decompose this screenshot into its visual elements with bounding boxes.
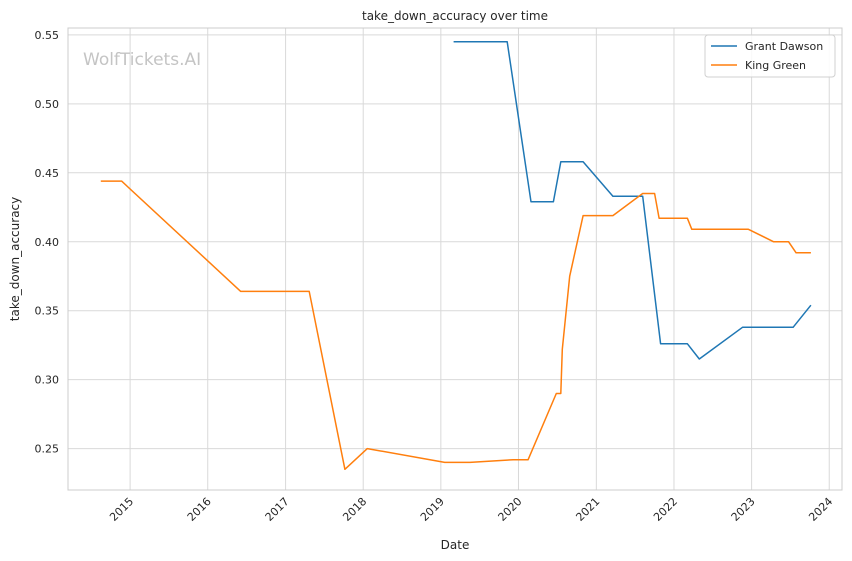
- x-tick-label: 2019: [418, 495, 447, 524]
- y-tick-label: 0.45: [35, 167, 60, 180]
- y-tick-label: 0.30: [35, 374, 60, 387]
- y-tick-label: 0.40: [35, 236, 60, 249]
- x-tick-label: 2022: [651, 495, 680, 524]
- series-line-king-green: [100, 180, 811, 471]
- legend: Grant Dawson King Green: [704, 34, 836, 78]
- y-tick-labels: 0.25 0.30 0.35 0.40 0.45 0.50 0.55: [35, 29, 60, 456]
- x-tick-labels: 2015 2016 2017 2018 2019 2020 2021 2022 2023 2024: [107, 495, 835, 524]
- x-tick-label: 2024: [806, 495, 835, 524]
- x-tick-label: 2015: [107, 495, 136, 524]
- legend-box: [704, 34, 836, 78]
- legend-label: Grant Dawson: [745, 40, 823, 53]
- series-lines: [100, 41, 812, 471]
- x-tick-label: 2020: [496, 495, 525, 524]
- chart-title: take_down_accuracy over time: [362, 9, 548, 23]
- x-tick-label: 2016: [185, 495, 214, 524]
- legend-label: King Green: [745, 59, 806, 72]
- plot-area-frame: [67, 27, 843, 491]
- series-line-grant-dawson: [453, 41, 812, 360]
- x-tick-label: 2017: [263, 495, 292, 524]
- x-tick-label: 2021: [573, 495, 602, 524]
- y-axis-label: take_down_accuracy: [8, 197, 22, 321]
- x-tick-label: 2018: [340, 495, 369, 524]
- grid: [68, 28, 842, 490]
- y-tick-label: 0.25: [35, 443, 60, 456]
- x-axis-label: Date: [441, 538, 470, 552]
- y-tick-label: 0.55: [35, 29, 60, 42]
- y-tick-label: 0.35: [35, 305, 60, 318]
- watermark: WolfTickets.AI: [83, 50, 201, 70]
- y-tick-label: 0.50: [35, 98, 60, 111]
- x-tick-label: 2023: [729, 495, 758, 524]
